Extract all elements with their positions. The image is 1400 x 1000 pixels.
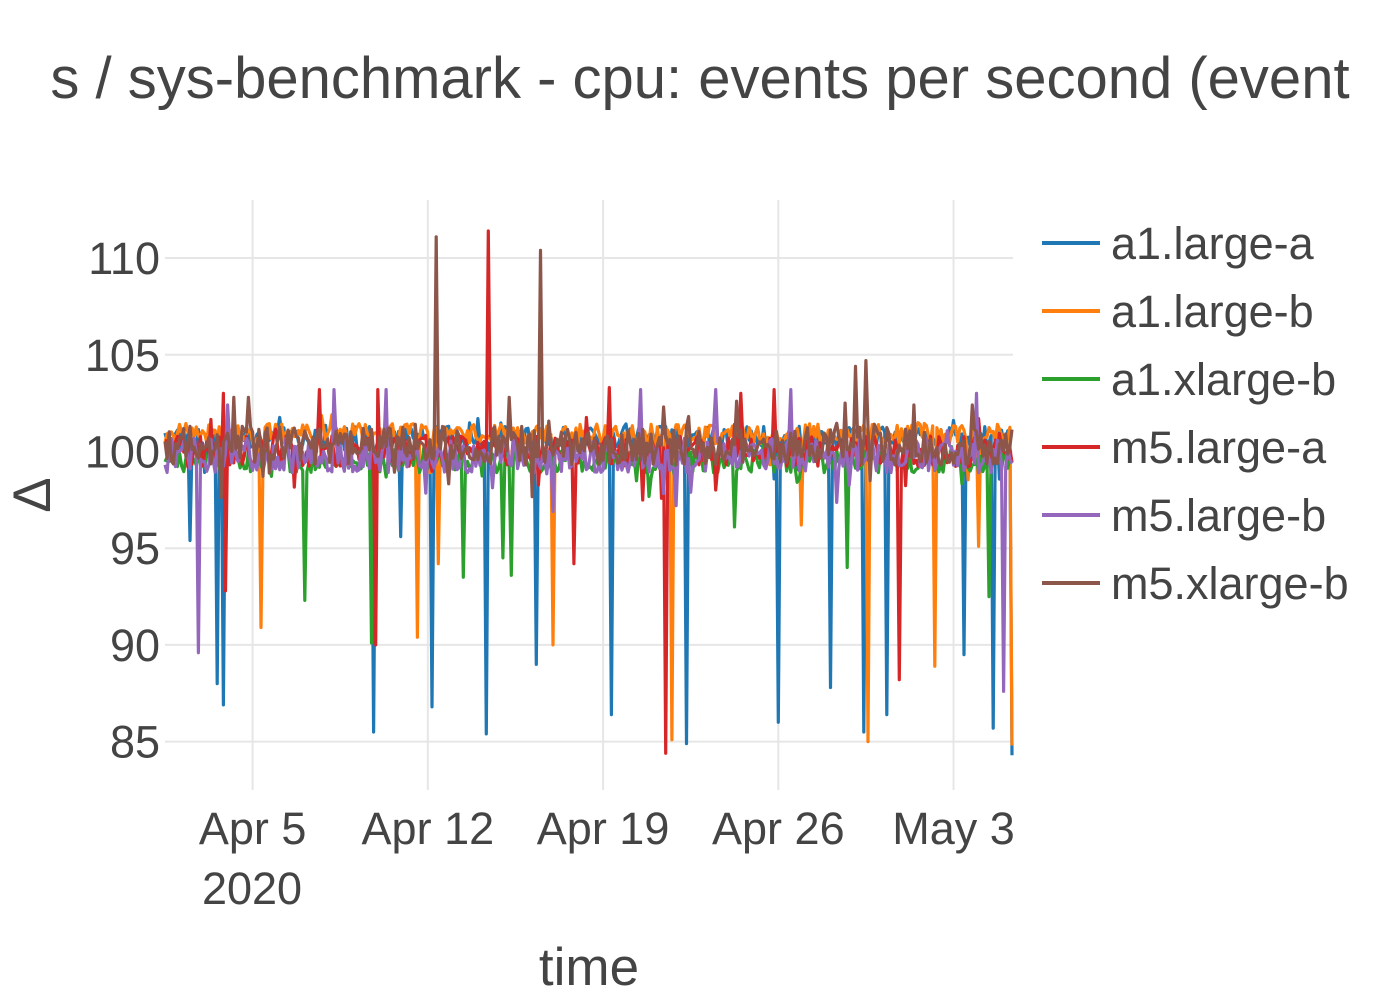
legend-label: m5.large-b xyxy=(1111,490,1326,541)
y-axis-title: Δ xyxy=(3,477,62,512)
y-tick-label: 90 xyxy=(110,620,160,671)
legend-label: m5.xlarge-b xyxy=(1111,558,1349,609)
legend-item-a1-large-b: a1.large-b xyxy=(1042,286,1314,337)
legend-item-a1-large-a: a1.large-a xyxy=(1042,218,1315,269)
y-axis-ticks: 85 90 95 100 105 110 xyxy=(85,233,160,768)
y-tick-label: 110 xyxy=(88,233,160,284)
legend-item-m5-xlarge-b: m5.xlarge-b xyxy=(1042,558,1349,609)
y-tick-label: 100 xyxy=(85,426,160,477)
x-tick-label: Apr 26 xyxy=(712,803,845,854)
legend-label: a1.large-b xyxy=(1111,286,1314,337)
x-tick-label: Apr 19 xyxy=(537,803,670,854)
y-tick-label: 95 xyxy=(110,523,160,574)
legend: a1.large-a a1.large-b a1.xlarge-b m5.large-… xyxy=(1042,218,1349,609)
legend-item-m5-large-a: m5.large-a xyxy=(1042,422,1327,473)
x-tick-label: Apr 5 xyxy=(199,803,307,854)
x-axis-ticks: Apr 5 Apr 12 Apr 19 Apr 26 May 3 xyxy=(199,803,1015,854)
legend-item-a1-xlarge-b: a1.xlarge-b xyxy=(1042,354,1336,405)
chart-title: s / sys-benchmark - cpu: events per seco… xyxy=(50,46,1349,111)
legend-label: a1.large-a xyxy=(1111,218,1315,269)
x-axis-title: time xyxy=(539,938,639,997)
x-year-label: 2020 xyxy=(202,863,302,914)
x-tick-label: May 3 xyxy=(892,803,1015,854)
legend-label: m5.large-a xyxy=(1111,422,1327,473)
series-line-m5-xlarge-b xyxy=(163,235,1014,499)
y-tick-label: 105 xyxy=(85,330,160,381)
y-tick-label: 85 xyxy=(110,717,160,768)
legend-item-m5-large-b: m5.large-b xyxy=(1042,490,1326,541)
series-lines xyxy=(163,229,1014,756)
x-tick-label: Apr 12 xyxy=(362,803,495,854)
legend-label: a1.xlarge-b xyxy=(1111,354,1336,405)
